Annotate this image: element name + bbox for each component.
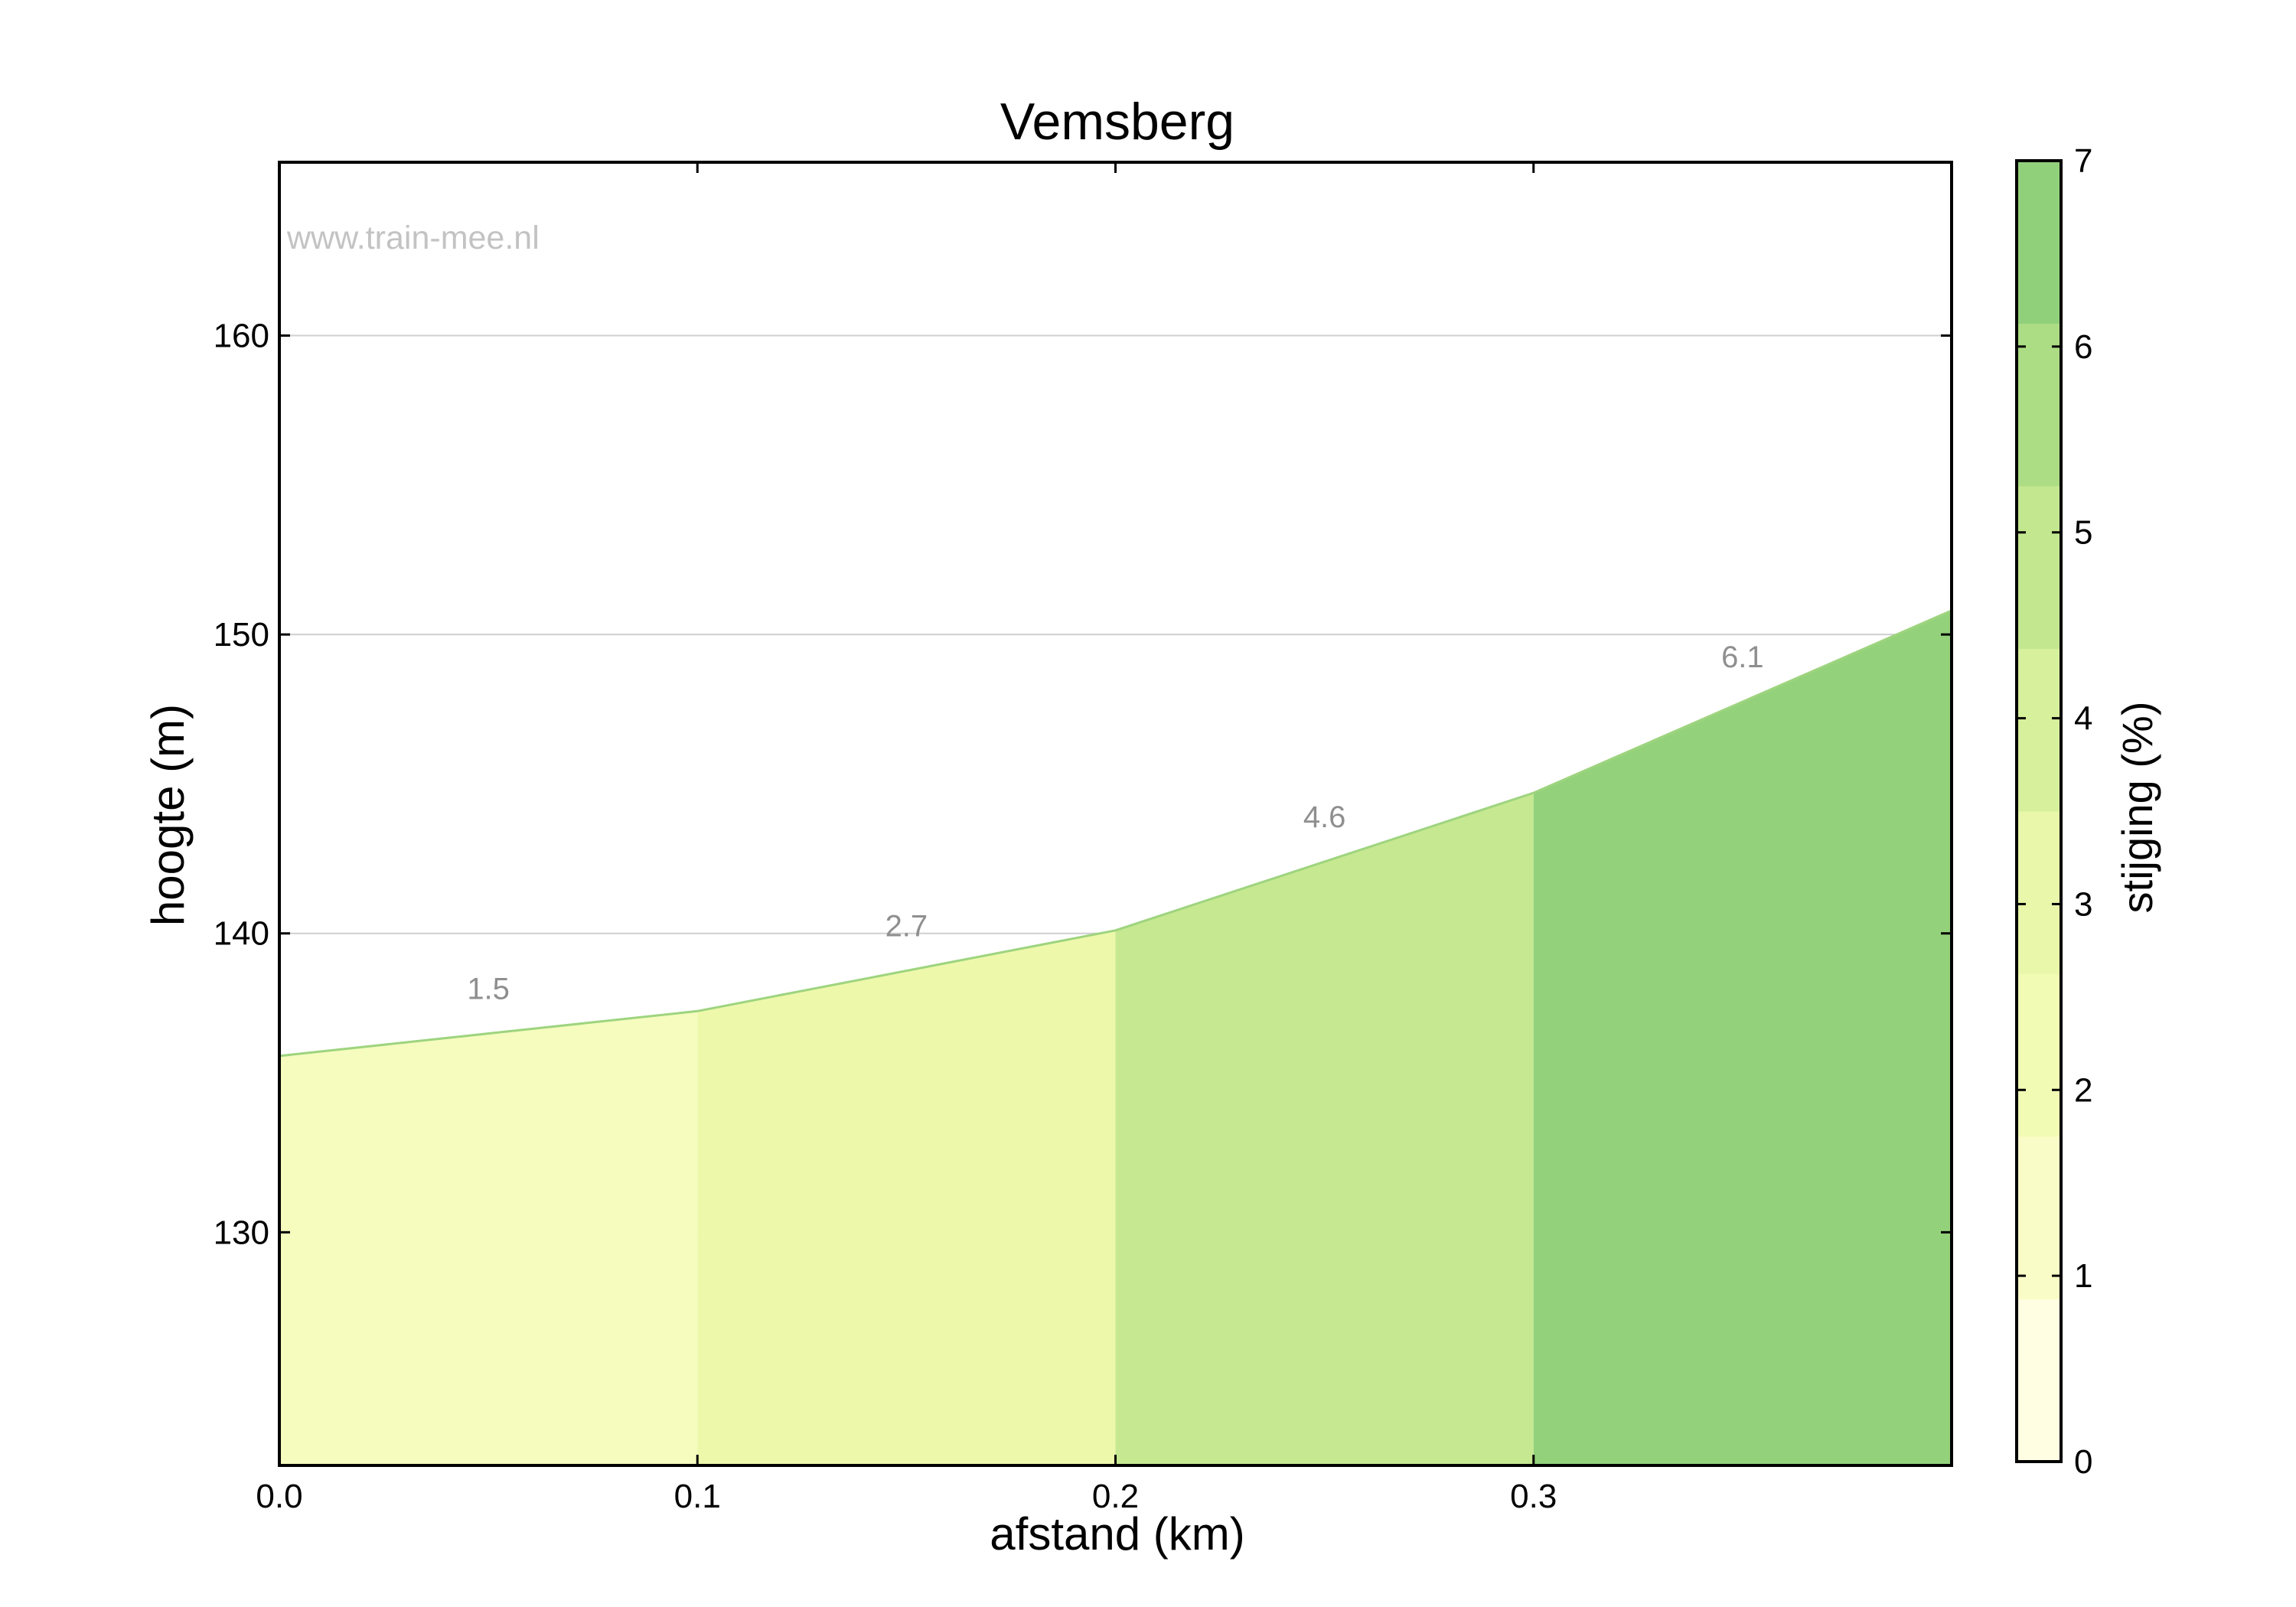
colorbar-band <box>2017 161 2061 324</box>
colorbar-band <box>2017 811 2061 974</box>
colorbar-border <box>2015 159 2063 1463</box>
y-axis-label: hoogte (m) <box>142 704 194 926</box>
y-tick-label: 140 <box>214 915 269 953</box>
chart-title: Vemsberg <box>1000 93 1234 151</box>
colorbar-tick-label: 7 <box>2074 142 2092 180</box>
colorbar-tick-label: 5 <box>2074 514 2092 552</box>
gradient-segment <box>279 1011 698 1465</box>
y-tick-label: 150 <box>214 616 269 654</box>
colorbar-band <box>2017 323 2061 487</box>
colorbar-tick-label: 2 <box>2074 1071 2092 1109</box>
colorbar-band <box>2017 1299 2061 1462</box>
colorbar-tick-label: 6 <box>2074 328 2092 366</box>
colorbar-label: stijging (%) <box>2113 702 2161 914</box>
colorbar-band <box>2017 486 2061 649</box>
colorbar-band <box>2017 648 2061 812</box>
gradient-labels: 1.5 2.7 4.6 6.1 <box>467 641 1763 1006</box>
elevation-profile-line <box>279 609 1952 1058</box>
y-tick-label: 160 <box>214 318 269 355</box>
x-axis-label: afstand (km) <box>990 1508 1244 1560</box>
y-tick-label: 130 <box>214 1214 269 1251</box>
colorbar-tick-label: 3 <box>2074 885 2092 923</box>
colorbar-band <box>2017 1136 2061 1299</box>
gradient-segment <box>1533 610 1952 1465</box>
x-tick-label: 0.1 <box>674 1478 721 1515</box>
x-tick-label: 0.2 <box>1092 1478 1139 1515</box>
x-axis-ticks: 0.0 0.1 0.2 0.3 <box>256 162 1557 1515</box>
gradient-label: 6.1 <box>1721 641 1764 674</box>
gradient-label: 2.7 <box>885 910 928 944</box>
colorbar-tick-label: 1 <box>2074 1257 2092 1295</box>
gradient-label: 1.5 <box>467 973 510 1006</box>
colorbar-tick-label: 4 <box>2074 700 2092 738</box>
gradient-segment <box>697 930 1116 1465</box>
colorbar: 0 1 2 3 4 5 6 7 <box>2015 142 2092 1481</box>
x-tick-label: 0.3 <box>1510 1478 1557 1515</box>
colorbar-tick-label: 0 <box>2074 1443 2092 1481</box>
colorbar-band <box>2017 973 2061 1137</box>
gradient-segment <box>1115 793 1534 1465</box>
profile-line <box>279 609 1952 1058</box>
gradient-label: 4.6 <box>1303 800 1346 834</box>
y-axis-ticks: 130 140 150 160 <box>214 318 1952 1251</box>
x-tick-label: 0.0 <box>256 1478 302 1515</box>
watermark: www.train-mee.nl <box>286 220 540 256</box>
gradient-segments <box>279 610 1952 1465</box>
